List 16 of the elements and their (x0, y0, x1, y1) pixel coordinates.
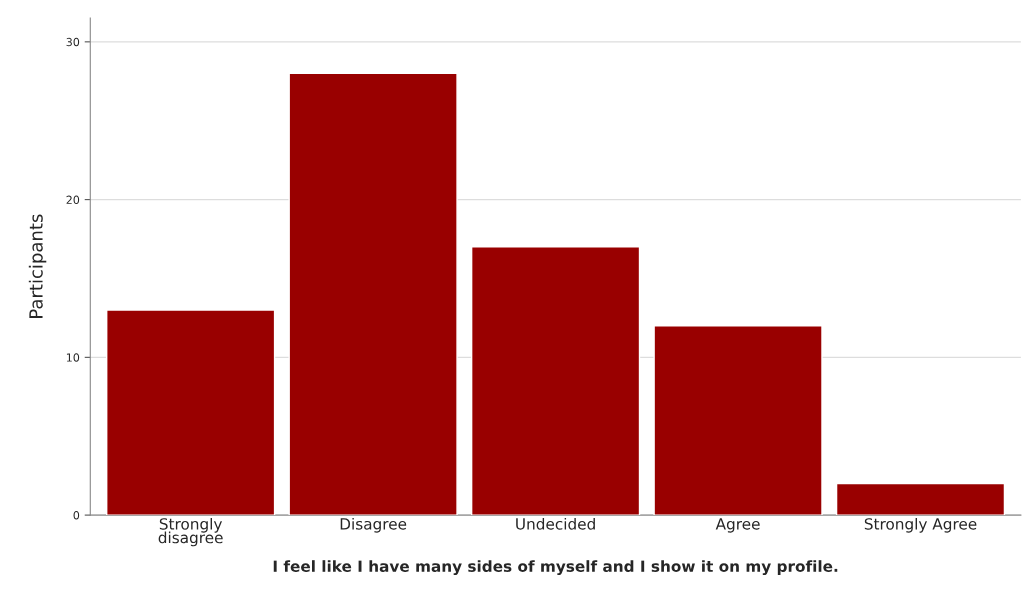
bar (835, 482, 1006, 516)
y-tick-label: 30 (66, 37, 80, 47)
bar (653, 325, 823, 516)
x-tick-label: Disagree (340, 517, 407, 533)
y-axis-title: Participants (28, 214, 47, 318)
x-tick-label: Agree (715, 518, 760, 533)
y-tick-label: 0 (73, 511, 80, 520)
bar (288, 72, 458, 516)
y-tick-label: 20 (66, 195, 80, 204)
bar (470, 246, 641, 516)
x-axis-title: I feel like I have many sides of myself and I show it on my profile. (273, 560, 838, 576)
x-tick-label: Undecided (516, 517, 595, 530)
x-tick-label: Strongly disagree (158, 517, 223, 547)
x-tick-label: Strongly Agree (864, 517, 977, 533)
bar (106, 309, 276, 516)
y-tick-label: 10 (66, 353, 80, 362)
